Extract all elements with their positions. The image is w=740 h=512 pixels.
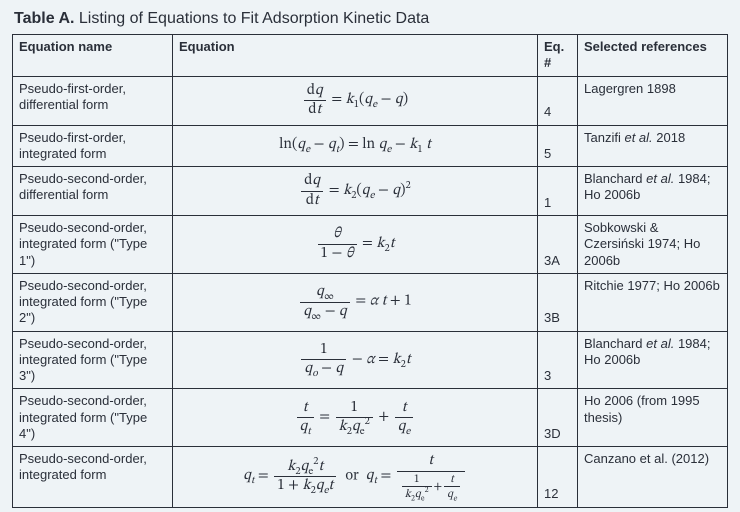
equation-name-cell: Pseudo-second-order, integrated form ("T… [13,273,173,331]
references-cell: Tanzifi et al. 2018 [578,125,728,167]
equation-cell: q∞q∞ − q = α t + 1 [173,273,538,331]
table-row: Pseudo-first-order, differential formdqd… [13,76,728,125]
table-row: Pseudo-second-order, differential formdq… [13,167,728,216]
equation-cell: dqdt = k2(qe − q)2 [173,167,538,216]
equation-number-cell: 4 [538,76,578,125]
equation-name-cell: Pseudo-second-order, integrated form ("T… [13,389,173,447]
equation-number-cell: 3D [538,389,578,447]
equation-cell: 1qo − q − α = k2t [173,331,538,389]
equation-cell: tqt = 1k2qe2 + tqe [173,389,538,447]
equation-name-cell: Pseudo-second-order, integrated form [13,447,173,508]
table-title: Table A. Listing of Equations to Fit Ads… [14,10,728,28]
table-row: Pseudo-second-order, integrated form ("T… [13,216,728,274]
col-header-refs: Selected references [578,35,728,77]
references-cell: Blanchard et al. 1984; Ho 2006b [578,167,728,216]
col-header-name: Equation name [13,35,173,77]
equation-number-cell: 5 [538,125,578,167]
table-header-row: Equation name Equation Eq. # Selected re… [13,35,728,77]
table-row: Pseudo-second-order, integrated formqt =… [13,447,728,508]
equation-name-cell: Pseudo-second-order, differential form [13,167,173,216]
title-prefix: Table A. [14,10,74,27]
equation-number-cell: 12 [538,447,578,508]
table-row: Pseudo-second-order, integrated form ("T… [13,273,728,331]
col-header-equation: Equation [173,35,538,77]
table-body: Pseudo-first-order, differential formdqd… [13,76,728,507]
equation-number-cell: 3 [538,331,578,389]
references-cell: Lagergren 1898 [578,76,728,125]
equation-cell: θ1 − θ = k2t [173,216,538,274]
table-row: Pseudo-second-order, integrated form ("T… [13,389,728,447]
equation-name-cell: Pseudo-second-order, integrated form ("T… [13,216,173,274]
references-cell: Sobkowski & Czersiński 1974; Ho 2006b [578,216,728,274]
references-cell: Ritchie 1977; Ho 2006b [578,273,728,331]
equation-name-cell: Pseudo-first-order, integrated form [13,125,173,167]
equation-number-cell: 3A [538,216,578,274]
equations-table: Equation name Equation Eq. # Selected re… [12,34,728,508]
equation-cell: dqdt = k1(qe − q) [173,76,538,125]
table-row: Pseudo-second-order, integrated form ("T… [13,331,728,389]
references-cell: Blanchard et al. 1984; Ho 2006b [578,331,728,389]
col-header-eqnum: Eq. # [538,35,578,77]
equation-name-cell: Pseudo-first-order, differential form [13,76,173,125]
references-cell: Ho 2006 (from 1995 thesis) [578,389,728,447]
title-rest: Listing of Equations to Fit Adsorption K… [74,10,429,27]
equation-cell: ln(qe − qt) = ln qe − k1 t [173,125,538,167]
equation-number-cell: 1 [538,167,578,216]
equation-number-cell: 3B [538,273,578,331]
equation-name-cell: Pseudo-second-order, integrated form ("T… [13,331,173,389]
references-cell: Canzano et al. (2012) [578,447,728,508]
table-row: Pseudo-first-order, integrated formln(qe… [13,125,728,167]
equation-cell: qt = k2qe2t1 + k2qet or qt = t1k2qe2+tqe [173,447,538,508]
